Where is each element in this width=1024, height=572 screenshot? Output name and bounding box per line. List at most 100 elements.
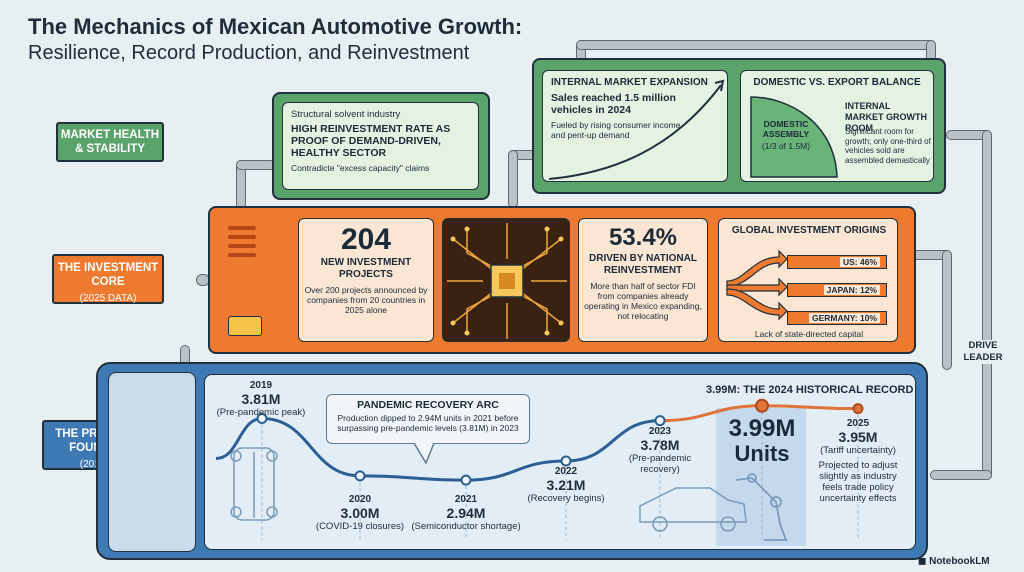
production-side-panel — [108, 372, 196, 552]
origins-title: GLOBAL INVESTMENT ORIGINS — [731, 225, 887, 236]
robot-arm-icon — [735, 473, 788, 541]
card-slot-icon — [228, 316, 262, 336]
investment-core-text: THE INVESTMENT CORE — [57, 262, 159, 288]
chart-point-label: 2021 2.94M (Semiconductor shortage) — [410, 494, 522, 532]
structural-headline: HIGH REINVESTMENT RATE AS PROOF OF DEMAN… — [291, 123, 451, 159]
market-health-text: MARKET HEALTH & STABILITY — [60, 129, 160, 155]
drive-leader-label: DRIVE LEADER — [962, 340, 1004, 364]
structural-note: Contradicte "excess capacity" claims — [291, 163, 430, 173]
projects-note: Over 200 projects announced by companies… — [304, 285, 428, 315]
vent-decoration — [228, 226, 256, 257]
note-label: (Semiconductor shortage) — [411, 521, 521, 532]
brand-logo: ◼ NotebookLM — [918, 556, 990, 567]
callout-pointer-icon — [413, 443, 435, 465]
data-point — [460, 474, 472, 486]
record-zone — [716, 408, 806, 546]
chart-point-label: 2019 3.81M (Pre-pandemic peak) — [214, 380, 308, 418]
internal-headline: Sales reached 1.5 million vehicles in 20… — [551, 92, 676, 116]
chart-point-label: 2025 3.95M (Tariff uncertainty) Projecte… — [808, 418, 908, 504]
national-panel: 53.4% DRIVEN BY NATIONAL REINVESTMENT Mo… — [578, 218, 708, 342]
value-label: 3.78M — [640, 437, 680, 453]
projects-value: 204 — [340, 223, 392, 256]
brand-name: NotebookLM — [929, 556, 990, 567]
projects-panel: 204 NEW INVESTMENT PROJECTS Over 200 pro… — [298, 218, 434, 342]
year-label: 2020 — [348, 494, 372, 505]
year-label: 2019 — [249, 380, 273, 391]
record-value: 3.99M — [728, 415, 796, 442]
projects-label: NEW INVESTMENT PROJECTS — [320, 257, 412, 280]
chart-point-label: 2020 3.00M (COVID-19 closures) — [304, 494, 416, 532]
origin-bar: JAPAN: 12% — [787, 283, 887, 297]
investment-core-sub: (2025 DATA) — [79, 293, 137, 304]
value-label: 3.95M — [838, 429, 878, 445]
value-label: 3.00M — [340, 505, 380, 521]
domestic-share-chart — [750, 96, 838, 178]
structural-card: Structural solvent industry HIGH REINVES… — [272, 92, 490, 200]
recovery-callout: PANDEMIC RECOVERY ARC Production dipped … — [326, 394, 530, 444]
chip-panel — [442, 218, 570, 342]
year-label: 2022 — [554, 466, 578, 477]
data-point — [852, 403, 864, 415]
year-label: 2025 — [846, 418, 870, 429]
chart-point-label: 2023 3.78M (Pre-pandemic recovery) — [620, 426, 700, 475]
page-subtitle: Resilience, Record Production, and Reinv… — [28, 42, 470, 64]
growth-arrow-icon — [548, 79, 725, 180]
internal-market-panel: INTERNAL MARKET EXPANSION Sales reached … — [542, 70, 728, 182]
recovery-title: PANDEMIC RECOVERY ARC — [357, 399, 499, 411]
origin-bar-label: US: 46% — [839, 257, 880, 267]
car-side-icon — [639, 487, 747, 532]
brand-icon: ◼ — [918, 556, 930, 567]
car-chassis-icon — [230, 447, 278, 521]
investment-core-label: THE INVESTMENT CORE (2025 DATA) — [52, 254, 164, 304]
balance-title: DOMESTIC VS. EXPORT BALANCE — [753, 77, 921, 88]
note-label: (Recovery begins) — [527, 493, 605, 504]
origin-flow-arrows-icon — [726, 249, 788, 321]
national-label: DRIVEN BY NATIONAL REINVESTMENT — [589, 253, 697, 276]
national-value: 53.4% — [608, 224, 678, 251]
note-label: (Pre-pandemic recovery) — [628, 453, 692, 475]
value-label: 3.21M — [546, 477, 586, 493]
projection-note: Projected to adjust slightly as industry… — [818, 460, 898, 504]
balance-panel: DOMESTIC VS. EXPORT BALANCE DOMESTIC ASS… — [740, 70, 934, 182]
market-card: INTERNAL MARKET EXPANSION Sales reached … — [532, 58, 946, 194]
data-point — [256, 413, 268, 425]
page-title: The Mechanics of Mexican Automotive Grow… — [28, 14, 523, 39]
note-label: (Tariff uncertainty) — [820, 445, 896, 456]
origin-bar: GERMANY: 10% — [787, 311, 887, 325]
origin-bar: US: 46% — [787, 255, 887, 269]
market-health-label: MARKET HEALTH & STABILITY — [56, 122, 164, 162]
note-label: (Pre-pandemic peak) — [216, 407, 306, 418]
record-callout: 3.99M Units — [712, 416, 812, 466]
room-note: Significant room for growth; only one-th… — [845, 127, 931, 165]
structural-inner: Structural solvent industry HIGH REINVES… — [282, 102, 479, 190]
data-point — [755, 398, 769, 413]
internal-title: INTERNAL MARKET EXPANSION — [551, 77, 708, 88]
recovery-note: Production dipped to 2.94M units in 2021… — [337, 413, 519, 433]
structural-kicker: Structural solvent industry — [291, 109, 401, 120]
investment-card: 204 NEW INVESTMENT PROJECTS Over 200 pro… — [208, 206, 916, 354]
year-label: 2021 — [454, 494, 478, 505]
pipe — [942, 250, 952, 370]
domestic-sub: (1/3 of 1.5M) — [761, 141, 811, 151]
note-label: (COVID-19 closures) — [315, 521, 405, 532]
processor-chip-icon — [447, 223, 567, 339]
pipe — [930, 470, 992, 480]
data-point — [560, 455, 572, 467]
origins-note: Lack of state-directed capital — [754, 329, 864, 339]
value-label: 2.94M — [446, 505, 486, 521]
origin-bar-label: GERMANY: 10% — [808, 313, 880, 323]
record-title: 3.99M: THE 2024 HISTORICAL RECORD — [706, 384, 914, 396]
value-label: 3.81M — [241, 391, 281, 407]
year-label: 2023 — [648, 426, 672, 437]
record-unit: Units — [734, 441, 790, 466]
domestic-label: DOMESTIC ASSEMBLY — [762, 119, 810, 139]
internal-note: Fueled by rising consumer income and pen… — [551, 120, 681, 140]
chart-point-label: 2022 3.21M (Recovery begins) — [520, 466, 612, 504]
national-note: More than half of sector FDI from compan… — [584, 281, 702, 321]
origins-panel: GLOBAL INVESTMENT ORIGINS US: 46% JAPAN:… — [718, 218, 898, 342]
room-title: INTERNAL MARKET GROWTH ROOM — [845, 101, 927, 133]
origin-bar-label: JAPAN: 12% — [823, 285, 880, 295]
data-point — [354, 470, 366, 482]
data-point — [654, 415, 666, 427]
